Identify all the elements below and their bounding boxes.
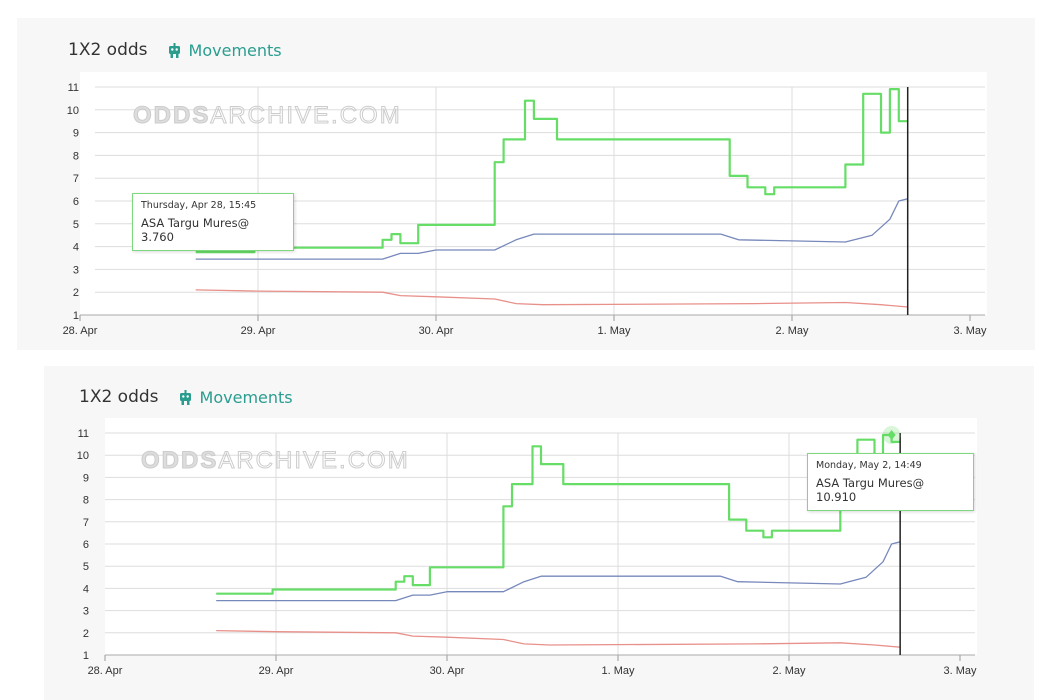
movements-link[interactable]: Movements — [168, 41, 282, 60]
tooltip-date: Thursday, Apr 28, 15:45 — [141, 200, 257, 211]
tooltip-value: ASA Targu Mures@ 10.910 — [816, 476, 925, 504]
tooltip-1: Thursday, Apr 28, 15:45 ASA Targu Mures@… — [132, 193, 294, 251]
chart-panel-2 — [44, 366, 1034, 700]
robot-icon — [168, 42, 180, 58]
tooltip-date: Monday, May 2, 14:49 — [816, 460, 922, 471]
chart-title: 1X2 odds — [79, 387, 159, 407]
chart-header-2: 1X2 odds Movements — [79, 387, 293, 407]
robot-icon — [179, 389, 191, 405]
chart-title: 1X2 odds — [68, 40, 148, 60]
chart-header-1: 1X2 odds Movements — [68, 40, 282, 60]
chart-panel-1 — [17, 18, 1035, 350]
movements-label: Movements — [188, 40, 282, 60]
tooltip-2: Monday, May 2, 14:49 ASA Targu Mures@ 10… — [807, 453, 974, 511]
movements-label: Movements — [199, 387, 293, 407]
tooltip-value: ASA Targu Mures@ 3.760 — [141, 216, 250, 244]
movements-link[interactable]: Movements — [179, 388, 293, 407]
